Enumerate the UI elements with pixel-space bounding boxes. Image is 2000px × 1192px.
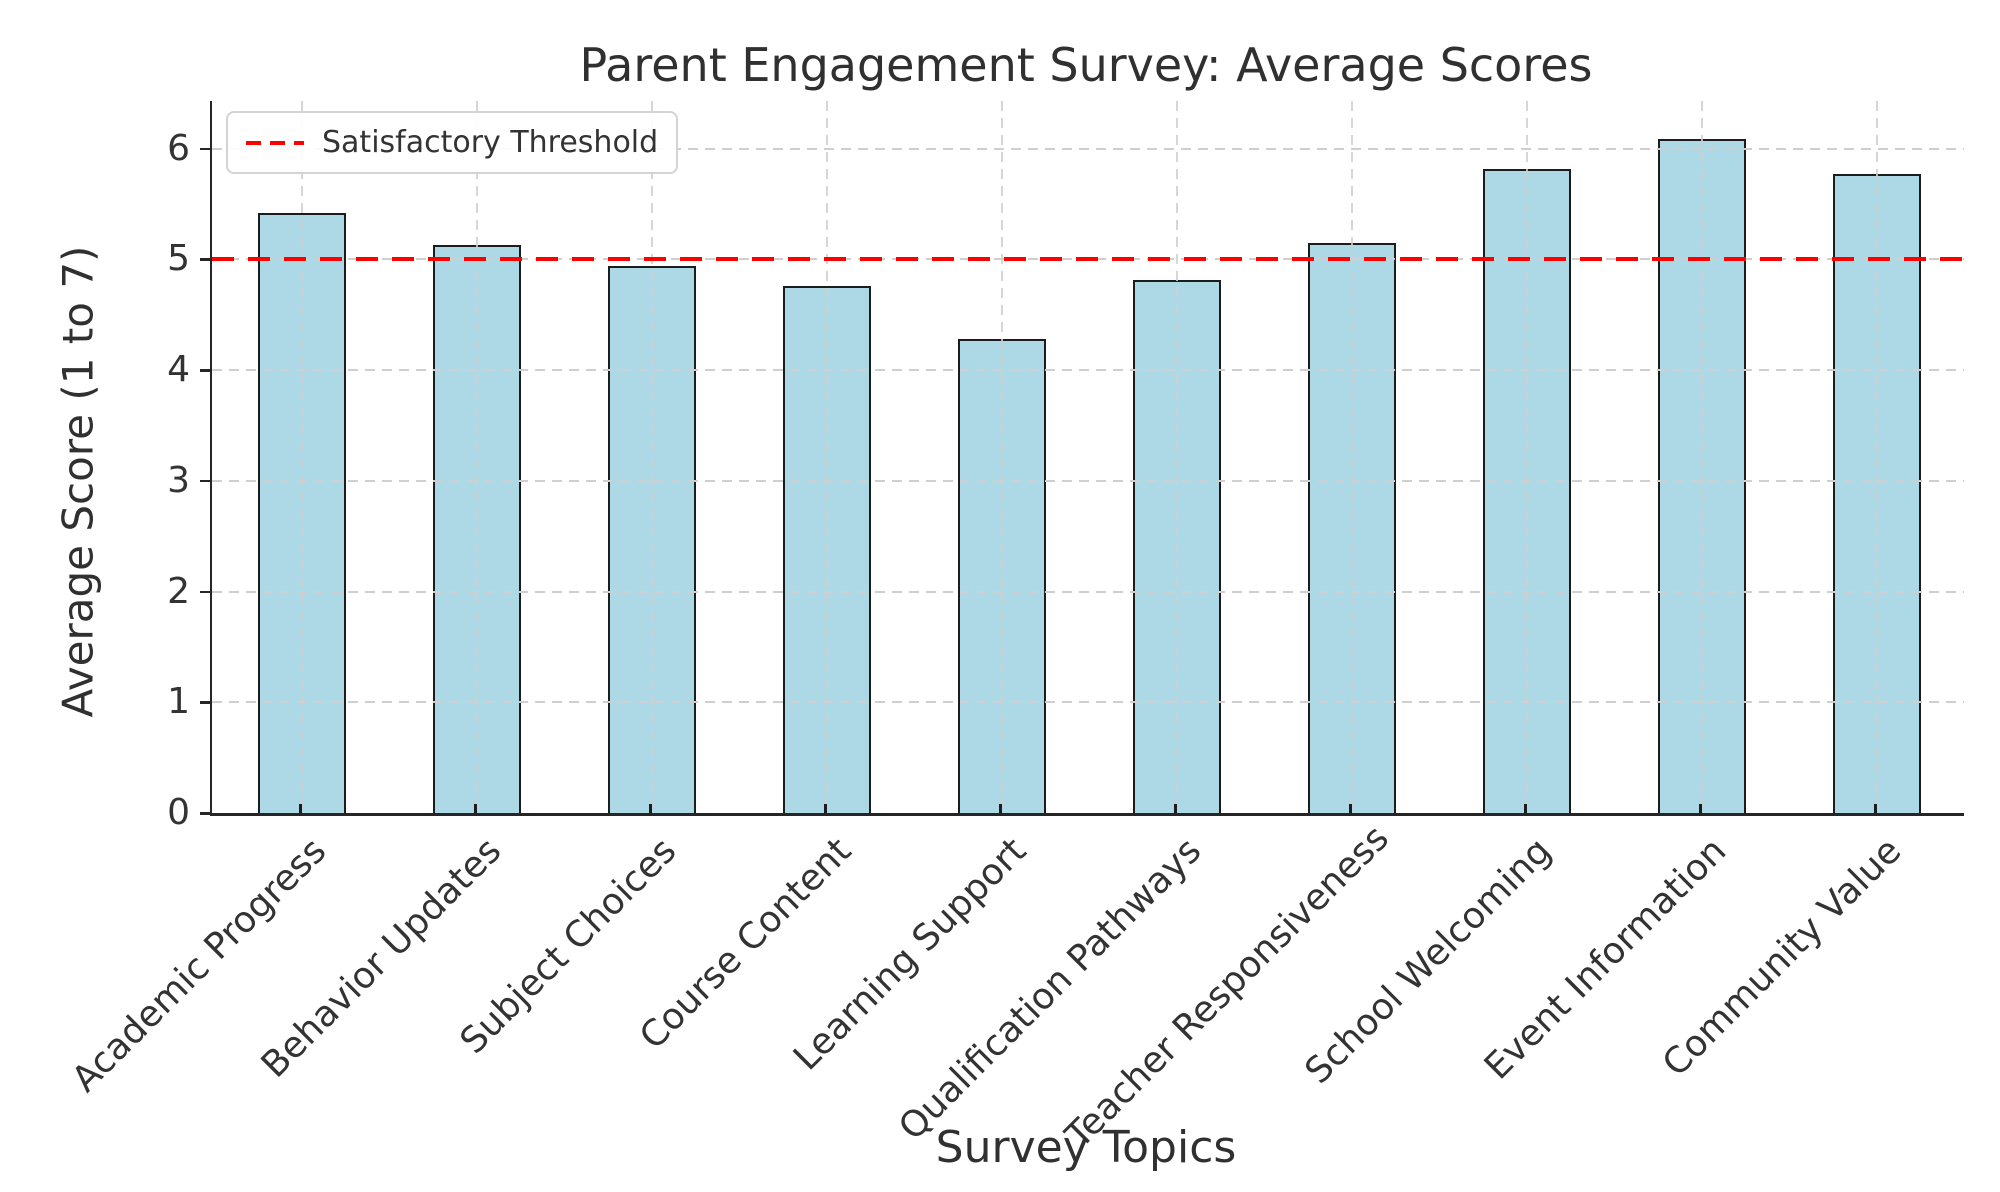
h-gridline bbox=[212, 590, 1964, 593]
x-category-label: Subject Choices bbox=[452, 830, 685, 1063]
threshold-dashed-line-icon bbox=[246, 140, 304, 145]
y-tick-label: 4 bbox=[167, 349, 190, 391]
x-category-label: School Welcoming bbox=[1297, 830, 1560, 1093]
y-tick-mark bbox=[200, 701, 210, 704]
x-axis-label: Survey Topics bbox=[935, 1122, 1237, 1173]
y-tick-mark bbox=[200, 258, 210, 261]
v-gridline bbox=[1176, 101, 1178, 813]
v-gridline bbox=[826, 101, 828, 813]
x-tick-mark bbox=[474, 804, 477, 813]
y-axis-label: Average Score (1 to 7) bbox=[53, 245, 103, 718]
x-category-label: Learning Support bbox=[786, 830, 1035, 1079]
y-tick-mark bbox=[200, 812, 210, 815]
x-tick-mark bbox=[1349, 804, 1352, 813]
y-tick-label: 0 bbox=[167, 792, 190, 833]
x-category-label: Course Content bbox=[632, 830, 860, 1058]
y-tick-label: 5 bbox=[167, 238, 190, 280]
v-gridline bbox=[1876, 101, 1878, 813]
v-gridline bbox=[301, 101, 303, 813]
x-category-label: Behavior Updates bbox=[253, 830, 510, 1086]
y-tick-mark bbox=[200, 147, 210, 151]
v-gridline bbox=[1001, 101, 1003, 813]
v-gridline bbox=[651, 101, 653, 813]
x-category-label: Event Information bbox=[1476, 830, 1735, 1088]
y-tick-label: 3 bbox=[167, 459, 190, 501]
y-tick-mark bbox=[200, 590, 210, 594]
x-tick-mark bbox=[1874, 804, 1877, 813]
y-tick-label: 2 bbox=[167, 570, 190, 612]
x-tick-mark bbox=[649, 804, 652, 813]
x-tick-mark bbox=[299, 804, 302, 813]
chart-title: Parent Engagement Survey: Average Scores bbox=[579, 38, 1593, 92]
plot-area: Satisfactory Threshold bbox=[210, 101, 1964, 816]
legend: Satisfactory Threshold bbox=[226, 111, 679, 174]
x-tick-mark bbox=[1174, 804, 1177, 813]
x-tick-mark bbox=[824, 804, 827, 813]
v-gridline bbox=[1351, 101, 1353, 813]
x-category-label: Qualification Pathways bbox=[891, 830, 1210, 1149]
x-tick-mark bbox=[999, 804, 1002, 813]
h-gridline bbox=[212, 369, 1964, 372]
v-gridline bbox=[1526, 101, 1528, 813]
v-gridline bbox=[476, 101, 478, 813]
h-gridline bbox=[212, 479, 1964, 482]
v-gridline bbox=[1701, 101, 1703, 813]
x-category-label: Community Value bbox=[1654, 830, 1910, 1085]
y-tick-label: 1 bbox=[167, 681, 190, 723]
x-category-label: Academic Progress bbox=[64, 830, 335, 1101]
h-gridline bbox=[212, 701, 1964, 704]
x-tick-mark bbox=[1524, 804, 1527, 813]
h-gridline bbox=[212, 147, 1964, 150]
y-tick-mark bbox=[200, 479, 210, 483]
x-category-label: Teacher Responsiveness bbox=[1058, 817, 1397, 1157]
threshold-line bbox=[212, 257, 1964, 262]
x-tick-mark bbox=[1699, 804, 1702, 813]
y-tick-label: 6 bbox=[167, 127, 190, 169]
y-tick-mark bbox=[200, 369, 210, 372]
legend-label: Satisfactory Threshold bbox=[322, 125, 659, 160]
